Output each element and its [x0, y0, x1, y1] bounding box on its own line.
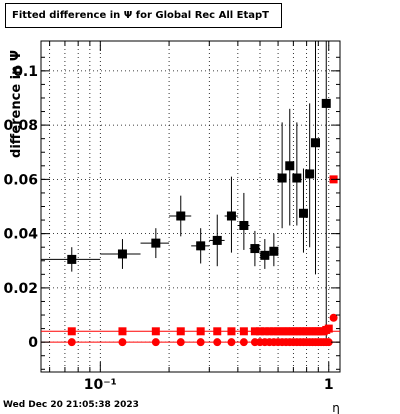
x-axis-label: η — [332, 401, 340, 414]
data-point-black-square — [212, 235, 222, 245]
data-point-red-circle — [67, 338, 76, 347]
data-point-black-square — [298, 208, 308, 218]
data-point-red-square — [269, 327, 278, 336]
data-point-black-square — [226, 211, 236, 221]
data-point-red-square — [151, 327, 160, 336]
data-point-black-square — [250, 244, 260, 254]
data-point-black-square — [285, 161, 295, 171]
data-point-black-square — [196, 241, 206, 251]
y-tick-label: 0 — [28, 335, 38, 351]
data-point-red-square — [250, 327, 259, 336]
data-point-black-square — [277, 173, 287, 183]
data-point-red-square — [265, 327, 274, 336]
timestamp: Wed Dec 20 21:05:38 2023 — [3, 400, 139, 410]
y-tick-label: 0.02 — [3, 281, 38, 297]
data-point-red-square — [196, 327, 205, 336]
data-point-red-square — [176, 327, 185, 336]
data-point-red-square — [255, 327, 264, 336]
data-point-black-square — [260, 250, 270, 260]
data-point-red-square — [118, 327, 127, 336]
data-point-black-square — [321, 98, 331, 108]
y-tick-label: 0.04 — [3, 227, 38, 243]
plot-frame — [40, 40, 341, 373]
data-point-red-square — [239, 327, 248, 336]
y-tick-label: 0.08 — [3, 118, 38, 134]
data-point-black-square — [305, 169, 315, 179]
chart-title: Fitted difference in Ψ for Global Rec Al… — [12, 10, 270, 21]
data-point-red-circle — [324, 338, 333, 347]
data-point-red-circle — [151, 338, 160, 347]
x-tick-label: 10⁻¹ — [84, 377, 117, 393]
y-tick-label: 0.06 — [3, 172, 38, 188]
data-point-red-square — [67, 327, 76, 336]
x-tick-label: 1 — [324, 377, 334, 393]
data-point-red-square — [324, 324, 333, 333]
data-point-red-square — [227, 327, 236, 336]
data-point-red-circle — [227, 338, 236, 347]
data-point-black-square — [176, 211, 186, 221]
data-point-black-square — [151, 238, 161, 248]
title-box: Fitted difference in Ψ for Global Rec Al… — [5, 3, 282, 28]
data-point-red-circle — [118, 338, 127, 347]
data-point-red-circle — [176, 338, 185, 347]
data-point-black-square — [117, 249, 127, 259]
data-point-black-square — [67, 254, 77, 264]
y-tick-label: 0.1 — [13, 64, 38, 80]
data-point-red-circle — [196, 338, 205, 347]
data-point-red-circle — [239, 338, 248, 347]
data-point-black-square — [292, 173, 302, 183]
y-axis-label: difference in Ψ — [9, 50, 24, 158]
data-point-black-square — [239, 220, 249, 230]
data-point-red-circle — [213, 338, 222, 347]
data-point-red-square — [260, 327, 269, 336]
data-point-red-square — [274, 327, 283, 336]
data-point-red-square — [213, 327, 222, 336]
data-point-black-square — [269, 246, 279, 256]
data-point-black-square — [311, 138, 321, 148]
data-point-red-circle — [329, 313, 338, 322]
